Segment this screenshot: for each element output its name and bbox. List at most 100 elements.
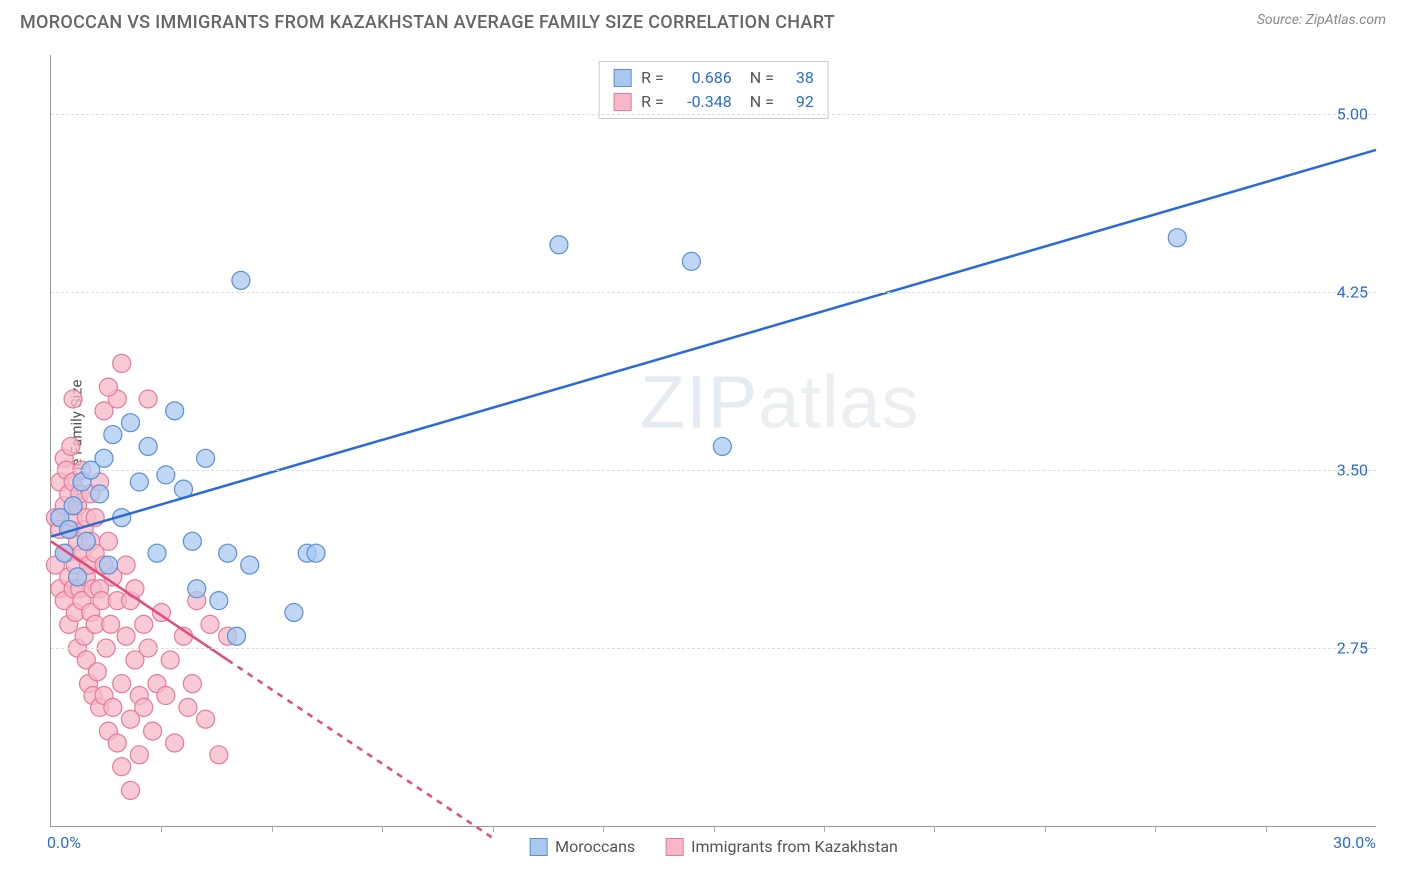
source-attribution: Source: ZipAtlas.com (1257, 12, 1386, 28)
data-point (130, 473, 148, 491)
data-point (139, 437, 157, 455)
data-point (228, 627, 246, 645)
data-point (157, 466, 175, 484)
x-axis-minor-tick (1045, 826, 1046, 832)
data-point (117, 556, 135, 574)
data-point (69, 568, 87, 586)
x-axis-minor-tick (714, 826, 715, 832)
data-point (713, 437, 731, 455)
stats-row: R = 0.686 N = 38 (613, 66, 814, 90)
r-value: 0.686 (674, 66, 732, 90)
data-point (157, 687, 175, 705)
data-point (241, 556, 259, 574)
x-axis-max-label: 30.0% (1333, 833, 1376, 852)
series-legend: Moroccans Immigrants from Kazakhstan (529, 837, 898, 856)
data-point (108, 734, 126, 752)
legend-item: Immigrants from Kazakhstan (665, 837, 898, 856)
series-swatch (613, 93, 631, 111)
data-point (135, 698, 153, 716)
data-point (183, 532, 201, 550)
x-axis-minor-tick (272, 826, 273, 832)
source-value: ZipAtlas.com (1306, 12, 1386, 28)
data-point (188, 580, 206, 598)
data-point (99, 556, 117, 574)
data-point (201, 615, 219, 633)
y-axis-tick-label: 3.50 (1337, 461, 1368, 480)
x-axis-minor-tick (1155, 826, 1156, 832)
data-point (113, 354, 131, 372)
scatter-svg (51, 55, 1376, 826)
data-point (95, 449, 113, 467)
data-point (126, 580, 144, 598)
data-point (1168, 229, 1186, 247)
data-point (166, 734, 184, 752)
stats-row: R =-0.348 N =92 (613, 90, 814, 114)
data-point (550, 236, 568, 254)
trend-line (51, 150, 1376, 537)
data-point (197, 710, 215, 728)
data-point (77, 532, 95, 550)
data-point (219, 544, 237, 562)
data-point (307, 544, 325, 562)
y-axis-tick-label: 5.00 (1337, 105, 1368, 124)
data-point (130, 746, 148, 764)
series-swatch (613, 69, 631, 87)
x-axis-min-label: 0.0% (47, 833, 81, 852)
data-point (682, 252, 700, 270)
x-axis-minor-tick (934, 826, 935, 832)
data-point (64, 497, 82, 515)
data-point (99, 532, 117, 550)
data-point (179, 698, 197, 716)
legend-item: Moroccans (529, 837, 635, 856)
plot-area: ZIPatlas R =0.686 N =38R =-0.348 N =92 0… (50, 55, 1376, 827)
grid-line (51, 470, 1376, 471)
data-point (135, 615, 153, 633)
data-point (148, 544, 166, 562)
x-axis-minor-tick (382, 826, 383, 832)
data-point (113, 758, 131, 776)
chart-title: MOROCCAN VS IMMIGRANTS FROM KAZAKHSTAN A… (20, 12, 835, 33)
legend-label: Moroccans (555, 837, 635, 856)
correlation-stats-box: R =0.686 N =38R =-0.348 N =92 (598, 61, 829, 119)
data-point (285, 603, 303, 621)
data-point (183, 675, 201, 693)
n-label: N = (742, 90, 774, 114)
trend-line (228, 660, 493, 838)
x-axis-minor-tick (603, 826, 604, 832)
grid-line (51, 648, 1376, 649)
y-axis-tick-label: 2.75 (1337, 639, 1368, 658)
r-label: R = (641, 90, 664, 114)
x-axis-minor-tick (493, 826, 494, 832)
data-point (166, 402, 184, 420)
x-axis-minor-tick (1266, 826, 1267, 832)
source-label: Source: (1257, 12, 1302, 28)
x-axis-minor-tick (824, 826, 825, 832)
n-label: N = (742, 66, 774, 90)
data-point (88, 663, 106, 681)
x-axis-minor-tick (161, 826, 162, 832)
data-point (99, 378, 117, 396)
r-label: R = (641, 66, 664, 90)
data-point (161, 651, 179, 669)
data-point (122, 781, 140, 799)
data-point (102, 615, 120, 633)
y-axis-tick-label: 4.25 (1337, 283, 1368, 302)
grid-line (51, 292, 1376, 293)
data-point (139, 390, 157, 408)
data-point (232, 271, 250, 289)
legend-swatch (529, 838, 547, 856)
data-point (210, 592, 228, 610)
data-point (104, 426, 122, 444)
r-value: -0.348 (674, 90, 732, 114)
data-point (113, 675, 131, 693)
data-point (91, 485, 109, 503)
data-point (64, 390, 82, 408)
n-value: 38 (784, 66, 814, 90)
data-point (210, 746, 228, 764)
legend-label: Immigrants from Kazakhstan (691, 837, 898, 856)
data-point (144, 722, 162, 740)
data-point (104, 698, 122, 716)
data-point (197, 449, 215, 467)
grid-line (51, 114, 1376, 115)
data-point (122, 414, 140, 432)
